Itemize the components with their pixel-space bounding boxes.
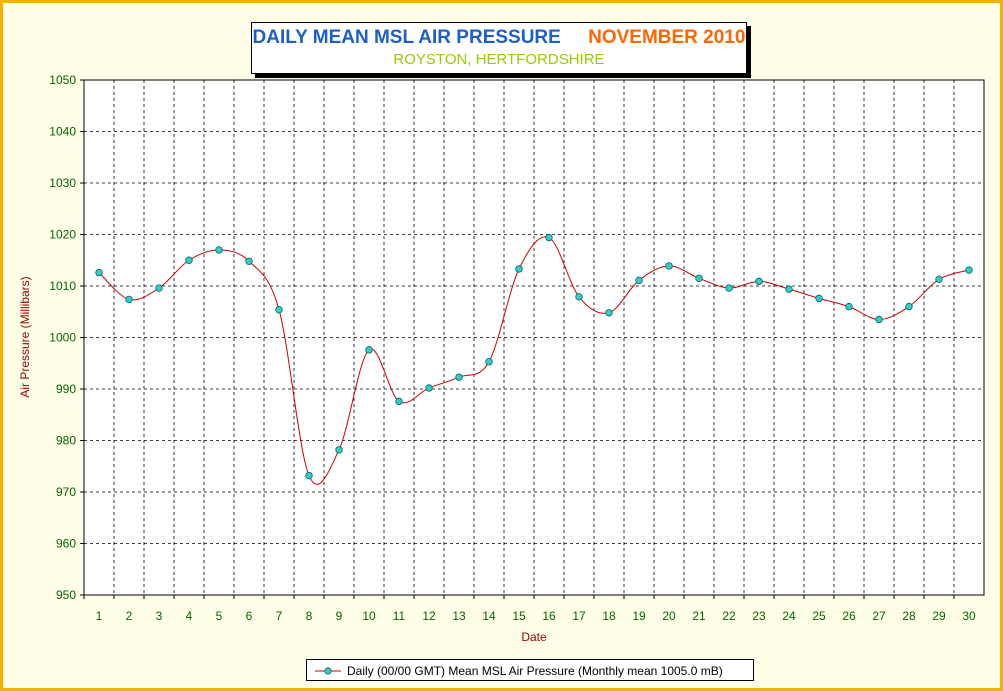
x-tick-label: 3: [156, 609, 163, 623]
x-tick-label: 24: [782, 609, 796, 623]
x-tick-label: 21: [692, 609, 706, 623]
legend-marker-icon: [315, 667, 341, 675]
x-tick-label: 11: [393, 609, 406, 623]
data-point: [815, 294, 823, 303]
data-point: [875, 315, 883, 324]
x-tick-label: 9: [336, 609, 343, 623]
x-tick-label: 27: [872, 609, 886, 623]
x-tick-label: 29: [932, 609, 946, 623]
data-point: [905, 302, 913, 311]
y-axis-label: Air Pressure (Millibars): [18, 276, 32, 397]
data-point: [695, 274, 703, 282]
x-tick-labels: 1 2 3 4 5 6 7 8 9 10 11 12 13 14 15 16 17 18 19 20 21 22 23 24 2…: [96, 609, 976, 623]
data-point: [635, 276, 643, 285]
data-point: [935, 275, 943, 284]
y-tick-label: 980: [56, 434, 76, 448]
data-point: [185, 256, 193, 264]
x-tick-label: 2: [126, 609, 133, 623]
x-tick-label: 15: [512, 609, 526, 623]
data-point: [515, 265, 523, 273]
x-tick-label: 13: [452, 609, 466, 623]
data-point: [125, 295, 133, 304]
data-point: [335, 446, 343, 454]
data-point: [725, 284, 733, 292]
x-tick-label: 22: [722, 609, 736, 623]
data-point: [965, 266, 973, 274]
x-tick-label: 1: [96, 609, 103, 623]
data-point: [365, 346, 373, 354]
x-axis-label: Date: [521, 630, 547, 644]
x-tick-label: 18: [602, 609, 616, 623]
x-tick-label: 14: [482, 609, 496, 623]
x-tick-label: 28: [902, 609, 916, 623]
x-tick-label: 12: [422, 609, 436, 623]
data-point: [755, 277, 763, 286]
x-tick-label: 16: [542, 609, 556, 623]
y-tick-label: 1030: [49, 176, 76, 190]
y-tick-label: 1020: [49, 228, 76, 242]
data-point: [575, 293, 583, 301]
x-tick-label: 20: [662, 609, 676, 623]
data-point: [275, 305, 283, 314]
y-tick-label: 960: [56, 537, 76, 551]
data-point: [95, 268, 103, 277]
data-point: [485, 358, 493, 366]
title-box: DAILY MEAN MSL AIR PRESSURE NOVEMBER 201…: [251, 22, 747, 74]
x-tick-label: 19: [632, 609, 646, 623]
data-point: [665, 262, 673, 270]
chart-title: DAILY MEAN MSL AIR PRESSURE: [252, 27, 561, 48]
y-tick-label: 990: [56, 382, 76, 396]
legend: Daily (00/00 GMT) Mean MSL Air Pressure …: [306, 659, 754, 681]
x-tick-label: 26: [842, 609, 856, 623]
y-tick-label: 970: [56, 485, 76, 499]
x-tick-label: 17: [572, 609, 586, 623]
x-tick-label: 8: [306, 609, 313, 623]
data-point: [455, 373, 463, 381]
chart-title-period: NOVEMBER 2010: [588, 27, 746, 48]
x-tick-label: 30: [962, 609, 976, 623]
y-tick-label: 1000: [49, 331, 76, 345]
x-tick-label: 6: [246, 609, 253, 623]
y-tick-labels: 950 960 970 980 990 1000 1010 1020 1030 1040 1050: [49, 73, 76, 602]
x-tick-label: 25: [812, 609, 826, 623]
y-tick-label: 1050: [49, 73, 76, 87]
x-tick-label: 5: [216, 609, 223, 623]
x-tick-label: 10: [362, 609, 376, 623]
y-tick-label: 1040: [49, 125, 76, 139]
data-point: [845, 302, 853, 311]
data-point: [785, 285, 793, 293]
data-point: [245, 257, 253, 265]
data-point: [155, 284, 163, 292]
data-point: [395, 397, 403, 406]
legend-label: Daily (00/00 GMT) Mean MSL Air Pressure …: [347, 664, 723, 678]
data-point: [545, 233, 553, 242]
y-tick-label: 950: [56, 588, 76, 602]
x-tick-label: 7: [276, 609, 283, 623]
data-point: [425, 384, 433, 392]
chart-subtitle: ROYSTON, HERTFORDSHIRE: [393, 51, 605, 68]
x-tick-label: 23: [752, 609, 766, 623]
data-point: [605, 309, 613, 317]
data-point: [215, 246, 223, 254]
data-markers: [95, 233, 973, 480]
x-tick-label: 4: [186, 609, 193, 623]
grid-lines: [80, 79, 984, 599]
y-tick-label: 1010: [49, 279, 76, 293]
data-point: [305, 471, 313, 480]
